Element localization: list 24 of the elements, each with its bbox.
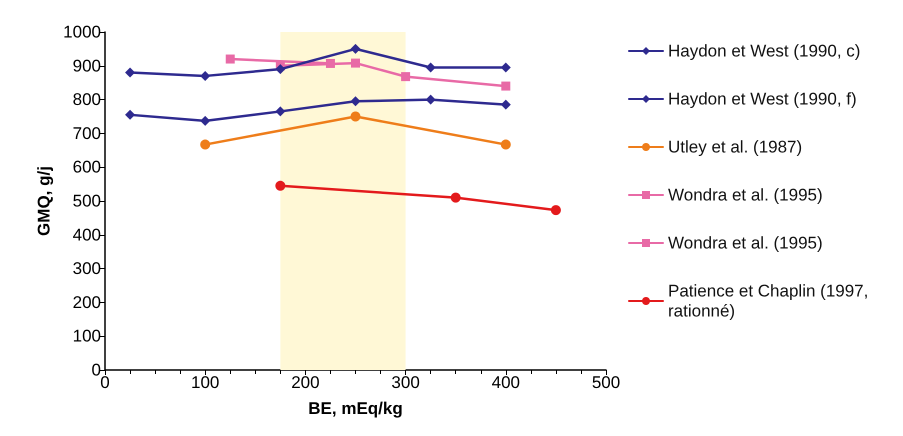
x-tick-label: 100 [191, 373, 220, 392]
x-tick-label: 200 [291, 373, 320, 392]
legend-label: Haydon et West (1990, f) [668, 90, 857, 108]
y-tick-label: 200 [72, 292, 101, 312]
legend-label: Wondra et al. (1995) [668, 186, 823, 204]
x-axis-title: BE, mEq/kg [308, 399, 403, 418]
y-axis-title: GMQ, g/j [34, 166, 54, 236]
y-tick-label: 0 [92, 360, 101, 380]
y-tick-label: 600 [72, 158, 101, 177]
y-tick-label: 400 [72, 225, 101, 244]
legend-label: Patience et Chaplin (1997, rationné) [668, 282, 874, 320]
x-tick-label: 400 [492, 373, 520, 392]
x-tick-label: 500 [592, 373, 620, 392]
y-tick-label: 700 [72, 124, 101, 143]
y-tick-label: 100 [72, 326, 101, 346]
y-tick-label: 500 [72, 192, 101, 210]
y-tick-label: 300 [72, 259, 101, 278]
y-tick-label: 800 [72, 90, 101, 110]
legend-label: Wondra et al. (1995) [668, 234, 823, 252]
y-tick-label: 900 [72, 56, 101, 76]
y-tick-label: 1000 [63, 22, 101, 42]
legend-label: Haydon et West (1990, c) [668, 42, 860, 60]
legend-label: Utley et al. (1987) [668, 138, 802, 156]
x-tick-label: 300 [391, 373, 420, 392]
